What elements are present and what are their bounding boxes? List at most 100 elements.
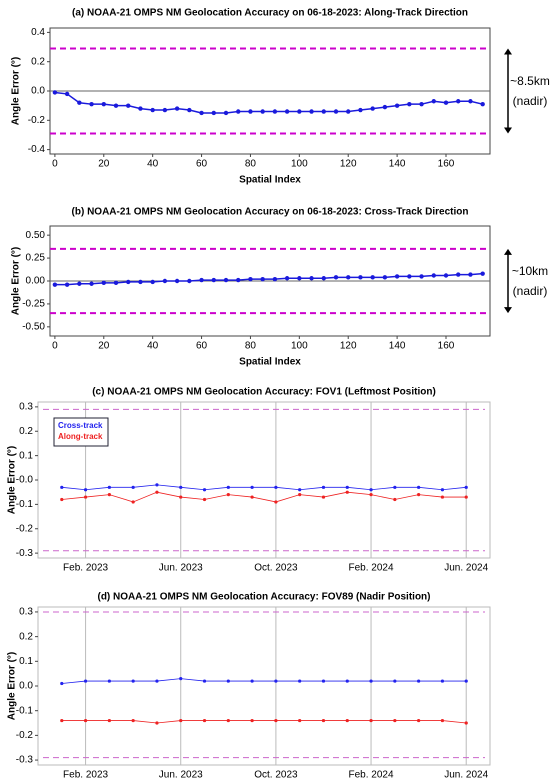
y-tick-label: -0.0 [16,475,34,486]
y-tick-label: 0.0 [19,681,33,692]
data-point [179,718,183,723]
data-point [236,109,241,114]
data-point [107,485,111,489]
y-tick-label: 0.2 [31,56,45,67]
x-tick-label: 20 [98,341,110,352]
y-axis-label: Angle Error (°) [7,652,18,720]
data-point [211,277,216,283]
data-point [202,718,207,723]
data-point [89,101,94,107]
data-point [155,721,159,725]
data-point [274,485,278,489]
data-point [179,676,183,681]
data-point [298,493,302,497]
data-point [321,495,326,499]
data-point [187,278,192,284]
data-point [131,718,135,723]
data-point [382,104,388,110]
data-point [150,107,155,113]
arrow-head [504,48,512,55]
data-point [369,718,373,723]
data-point [199,277,204,283]
data-point [464,485,468,489]
x-tick-label: 100 [291,341,308,352]
data-point [370,275,375,280]
x-tick-label: 120 [340,159,357,170]
data-point [77,281,82,286]
data-point [150,279,155,285]
data-point [321,718,326,723]
data-point [417,679,421,683]
data-point [174,278,180,284]
x-tick-label: Feb. 2024 [349,563,394,574]
data-point [417,493,421,497]
x-tick-label: 0 [52,341,58,352]
x-tick-label: Feb. 2023 [63,563,108,574]
data-point [52,90,58,95]
chart-title: (b) NOAA-21 OMPS NM Geolocation Accuracy… [72,207,469,218]
data-point [250,718,254,723]
data-point [419,274,424,279]
arrow-head [504,127,512,134]
data-point [358,107,363,113]
data-point [272,276,278,282]
data-point [101,101,106,107]
data-point [211,110,216,116]
data-point [226,493,230,497]
data-point [407,274,412,279]
x-axis-label: Spatial Index [239,175,301,186]
data-point [179,495,183,499]
series-line [61,484,467,491]
data-point [393,485,397,489]
data-point [60,497,64,502]
x-tick-label: Feb. 2024 [349,770,394,781]
data-point [369,488,373,492]
data-point [345,490,349,494]
y-tick-label: -0.25 [22,299,45,310]
data-point [321,485,326,489]
data-point [155,490,159,494]
data-point [60,485,64,489]
data-point [393,497,397,502]
data-point [60,681,64,686]
x-tick-label: Oct. 2023 [254,770,298,781]
data-point [468,99,473,104]
data-point [162,278,168,284]
data-point [382,275,388,280]
data-point [101,280,106,286]
data-point [309,109,314,114]
x-tick-label: 20 [98,159,110,170]
data-point [64,91,70,97]
data-point [443,273,449,278]
y-axis-label: Angle Error (°) [11,247,22,315]
data-point [260,276,265,282]
data-point [274,679,278,683]
legend-box [53,417,109,447]
data-point [394,103,400,108]
data-point [202,679,207,683]
y-tick-label: 0.3 [19,607,33,618]
data-point [440,679,445,683]
x-tick-label: 120 [340,341,357,352]
data-point [107,493,111,497]
data-point [187,107,192,113]
data-point [440,495,445,499]
x-tick-label: 60 [196,159,208,170]
data-point [223,110,229,116]
series-line [61,678,467,684]
data-point [113,103,119,108]
data-point [480,271,485,276]
x-tick-label: 100 [291,159,308,170]
data-point [223,277,229,283]
x-tick-label: 60 [196,341,208,352]
series-line [61,720,467,724]
x-tick-label: Jun. 2024 [444,770,488,781]
x-tick-label: 160 [438,341,455,352]
y-tick-label: 0.4 [31,27,45,38]
data-point [131,679,135,683]
series-line [61,491,467,503]
x-tick-label: 40 [147,159,159,170]
data-point [64,282,70,287]
data-point [107,718,111,723]
data-point [309,276,314,281]
